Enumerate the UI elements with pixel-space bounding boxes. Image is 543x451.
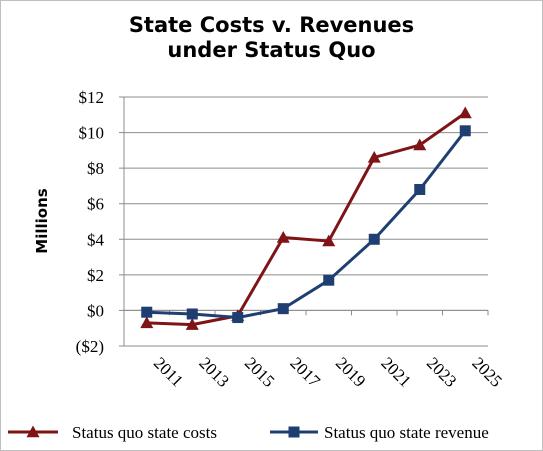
y-tick-label: $4 <box>87 230 105 249</box>
data-point-triangle <box>140 316 154 329</box>
y-tick-label: $8 <box>87 159 104 178</box>
chart-title-line-2: under Status Quo <box>167 38 376 62</box>
legend-item-1: Status quo state costs <box>8 423 217 442</box>
y-tick-label: $2 <box>87 266 104 285</box>
x-tick-labels: 2011 2013 2015 2017 2019 2021 2023 2025 <box>150 353 506 391</box>
data-point-square <box>232 312 244 324</box>
y-tick-label: $12 <box>79 88 105 107</box>
y-tick-label: ($2) <box>76 337 104 356</box>
gridlines <box>124 96 488 311</box>
x-tick-label: 2019 <box>332 353 369 390</box>
data-point-triangle <box>276 231 290 243</box>
legend-item-2: Status quo state revenue <box>270 423 489 442</box>
data-point-square <box>186 308 198 320</box>
x-tick-label: 2025 <box>468 353 505 390</box>
data-point-square <box>277 303 289 315</box>
series-1 <box>140 106 472 330</box>
data-point-square <box>323 274 335 286</box>
legend-marker-triangle <box>26 425 40 438</box>
y-tick-labels: ($2) $0 $2 $4 $6 $8 $10 $12 <box>76 88 105 356</box>
data-point-square <box>141 306 153 318</box>
data-point-square <box>459 125 471 137</box>
legend-marker-square <box>288 426 300 438</box>
series-line <box>146 111 467 327</box>
data-point-square <box>368 233 380 245</box>
series-group <box>140 106 472 330</box>
data-point-square <box>414 183 426 195</box>
x-tick-label: 2021 <box>377 353 414 390</box>
y-tick-label: $10 <box>79 124 105 143</box>
x-tick-label: 2017 <box>286 353 324 391</box>
chart-title-line-1: State Costs v. Revenues <box>128 13 415 37</box>
series-2 <box>141 125 471 324</box>
chart-title: State Costs v. Revenues under Status Quo <box>0 13 543 63</box>
data-point-triangle <box>458 106 472 119</box>
y-tick-label: $0 <box>87 301 104 320</box>
x-tick-label: 2015 <box>241 353 278 390</box>
y-axis-label: Millions <box>33 188 51 253</box>
data-point-triangle <box>185 318 199 330</box>
legend-label: Status quo state costs <box>72 423 217 442</box>
data-point-triangle <box>413 138 427 151</box>
data-point-triangle <box>322 234 336 247</box>
x-tick-label: 2013 <box>195 353 232 390</box>
series-line <box>146 129 467 320</box>
data-point-triangle <box>367 150 381 163</box>
legend: Status quo state costs Status quo state r… <box>8 423 489 442</box>
legend-label: Status quo state revenue <box>324 423 489 442</box>
x-tick-label: 2023 <box>423 353 460 390</box>
axes <box>119 96 489 347</box>
x-tick-label: 2011 <box>150 353 187 390</box>
y-tick-label: $6 <box>87 195 104 214</box>
